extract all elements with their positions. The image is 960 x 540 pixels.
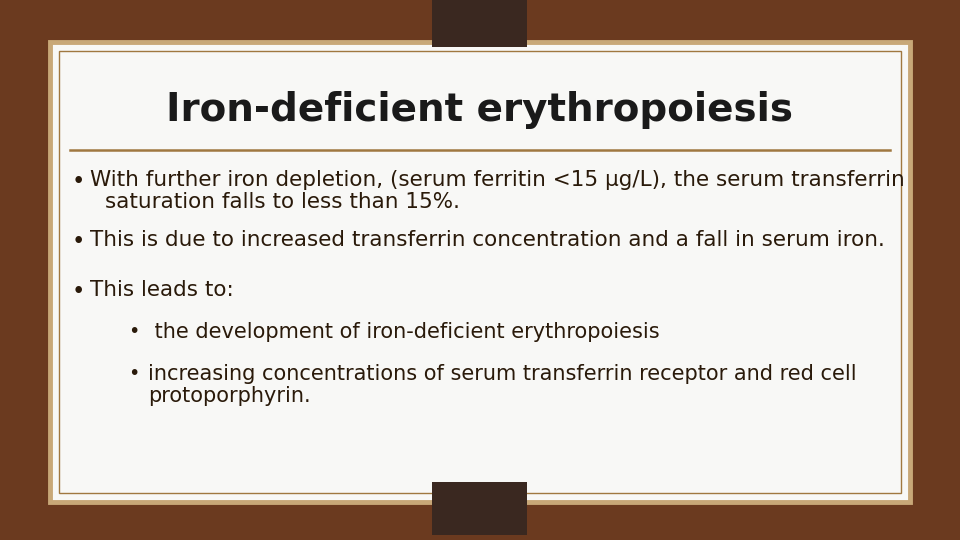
- Text: saturation falls to less than 15%.: saturation falls to less than 15%.: [105, 192, 460, 212]
- Text: the development of iron-deficient erythropoiesis: the development of iron-deficient erythr…: [148, 322, 660, 342]
- Text: •: •: [128, 322, 139, 341]
- Text: With further iron depletion, (serum ferritin <15 μg/L), the serum transferrin: With further iron depletion, (serum ferr…: [90, 170, 904, 190]
- Text: increasing concentrations of serum transferrin receptor and red cell: increasing concentrations of serum trans…: [148, 364, 856, 384]
- Text: •: •: [72, 230, 85, 253]
- FancyBboxPatch shape: [50, 42, 910, 502]
- Text: •: •: [72, 280, 85, 303]
- Text: This is due to increased transferrin concentration and a fall in serum iron.: This is due to increased transferrin con…: [90, 230, 885, 250]
- Text: Iron-deficient erythropoiesis: Iron-deficient erythropoiesis: [166, 91, 794, 129]
- Text: •: •: [128, 364, 139, 383]
- Bar: [432, 0, 527, 47]
- Bar: [432, 482, 527, 535]
- Text: This leads to:: This leads to:: [90, 280, 233, 300]
- Text: •: •: [72, 170, 85, 193]
- Text: protoporphyrin.: protoporphyrin.: [148, 386, 311, 406]
